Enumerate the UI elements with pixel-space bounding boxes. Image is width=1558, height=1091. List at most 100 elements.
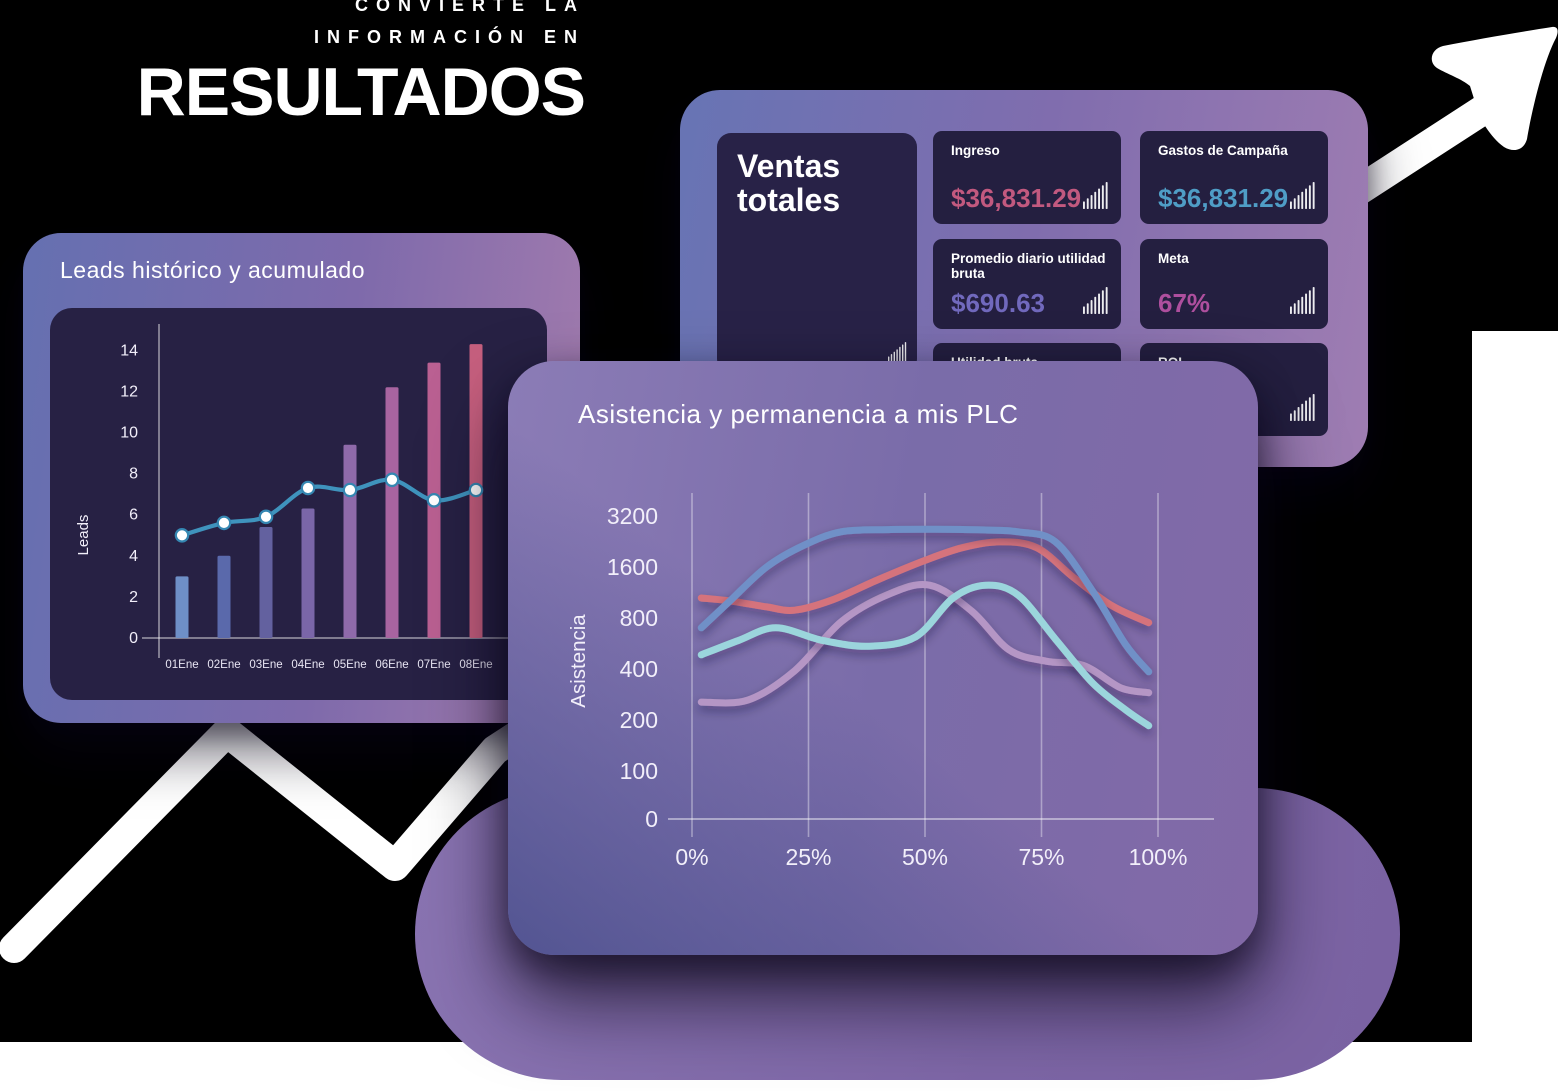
bar — [259, 527, 273, 638]
bars-icon-svg — [1082, 287, 1108, 314]
hero-title: RESULTADOS — [136, 54, 586, 130]
kpi-label: Promedio diario utilidad bruta — [951, 251, 1106, 281]
y-tick-label: 14 — [120, 342, 138, 359]
bar — [894, 351, 896, 362]
x-tick-label: 50% — [902, 844, 948, 870]
bars-chart-icon — [1289, 182, 1316, 214]
bar — [1101, 290, 1104, 314]
marker-dot — [216, 515, 232, 531]
serie-lavanda — [697, 581, 1153, 707]
kpi-card-gastos-campana: Gastos de Campaña $36,831.29 — [1140, 131, 1328, 224]
kpi-card-promedio-diario: Promedio diario utilidad bruta $690.63 — [933, 239, 1121, 329]
bar — [175, 576, 189, 638]
hero-text: CONVIERTE LA INFORMACIÓN EN RESULTADOS — [100, 0, 586, 130]
leads-bars — [175, 344, 483, 638]
bar — [1304, 188, 1307, 209]
bar — [217, 555, 231, 638]
bar — [385, 387, 399, 638]
marker-dot — [174, 528, 190, 543]
bar — [1086, 198, 1089, 209]
bar — [1300, 191, 1303, 209]
y-axis-title: Asistencia — [567, 614, 590, 708]
hero-line-1: CONVIERTE LA — [354, 0, 585, 15]
x-tick-label: 75% — [1018, 844, 1064, 870]
x-tick-label: 06Ene — [375, 659, 408, 671]
bars-chart-icon — [1289, 287, 1316, 319]
bar — [1293, 303, 1296, 314]
y-tick-label: 12 — [120, 383, 138, 400]
bar — [1082, 306, 1085, 314]
kpi-value: $36,831.29 — [951, 183, 1082, 213]
bar — [1289, 306, 1292, 314]
bar — [1093, 296, 1096, 314]
y-tick-label: 6 — [129, 507, 138, 524]
bar — [1312, 394, 1315, 421]
bar — [1105, 182, 1108, 209]
bar — [1082, 201, 1085, 209]
ventas-totales-title: Ventas totales — [717, 133, 917, 217]
ventas-title-line1: Ventas — [737, 148, 841, 184]
marker-dot — [384, 472, 400, 488]
bar — [1297, 195, 1300, 209]
bar — [1097, 188, 1100, 209]
x-tick-label: 07Ene — [417, 659, 450, 671]
kpi-card-ingreso: Ingreso $36,831.29 — [933, 131, 1121, 224]
asistencia-panel-title: Asistencia y permanencia a mis PLC — [578, 399, 1019, 429]
y-tick-label: 2 — [129, 589, 138, 606]
bars-icon-svg — [1082, 182, 1108, 209]
bar — [1097, 293, 1100, 314]
y-tick-label: 0 — [129, 630, 138, 647]
bars-icon-svg — [888, 342, 907, 362]
y-tick-label: 200 — [620, 707, 658, 733]
asistencia-panel: Asistencia y permanencia a mis PLC 3200 1… — [508, 361, 1258, 955]
x-tick-label: 04Ene — [291, 659, 324, 671]
bar — [1293, 410, 1296, 421]
serie-coral — [697, 538, 1153, 627]
bar — [1093, 191, 1096, 209]
y-tick-label: 0 — [645, 806, 658, 832]
y-tick-label: 3200 — [607, 503, 658, 529]
x-tick-label: 03Ene — [249, 659, 282, 671]
bar — [1289, 413, 1292, 421]
marker-dot — [468, 482, 484, 498]
y-tick-label: 100 — [620, 758, 658, 784]
bars-icon-svg — [1289, 287, 1315, 314]
bar — [899, 346, 902, 362]
serie-azul — [697, 525, 1153, 676]
bar — [1105, 287, 1108, 314]
bar — [1308, 185, 1311, 209]
bars-icon-svg — [1289, 182, 1315, 209]
x-tick-label: 08Ene — [459, 659, 492, 671]
bar — [1300, 403, 1303, 421]
y-axis-title: Leads — [75, 515, 92, 556]
y-tick-label: 4 — [129, 548, 138, 565]
bars-chart-icon — [1082, 182, 1109, 214]
kpi-label: Meta — [1158, 251, 1189, 266]
bar — [896, 349, 899, 362]
hero-line-2: INFORMACIÓN EN — [314, 27, 585, 47]
y-tick-label: 800 — [620, 605, 658, 631]
kpi-value: 67% — [1158, 288, 1211, 318]
ventas-totales-card: Ventas totales — [717, 133, 917, 373]
kpi-value: $36,831.29 — [1158, 183, 1289, 213]
bar — [1293, 198, 1296, 209]
leads-panel: Leads histórico y acumulado 0 2 4 6 8 10 12 14 L… — [23, 233, 580, 723]
marker-dot — [258, 509, 274, 525]
bar — [1086, 303, 1089, 314]
bar — [1289, 201, 1292, 209]
kpi-label: Gastos de Campaña — [1158, 143, 1288, 158]
bar — [1090, 195, 1093, 209]
leads-line-markers — [174, 472, 484, 543]
arrowhead-icon — [1431, 26, 1558, 151]
bar — [902, 344, 904, 362]
ventas-title-line2: totales — [737, 182, 841, 218]
bar — [1304, 293, 1307, 314]
bar — [1312, 287, 1315, 314]
marker-dot — [300, 480, 316, 496]
y-tick-label: 10 — [120, 425, 138, 442]
bar — [1297, 300, 1300, 314]
bar — [905, 342, 907, 362]
bar — [1300, 296, 1303, 314]
y-tick-label: 400 — [620, 656, 658, 682]
